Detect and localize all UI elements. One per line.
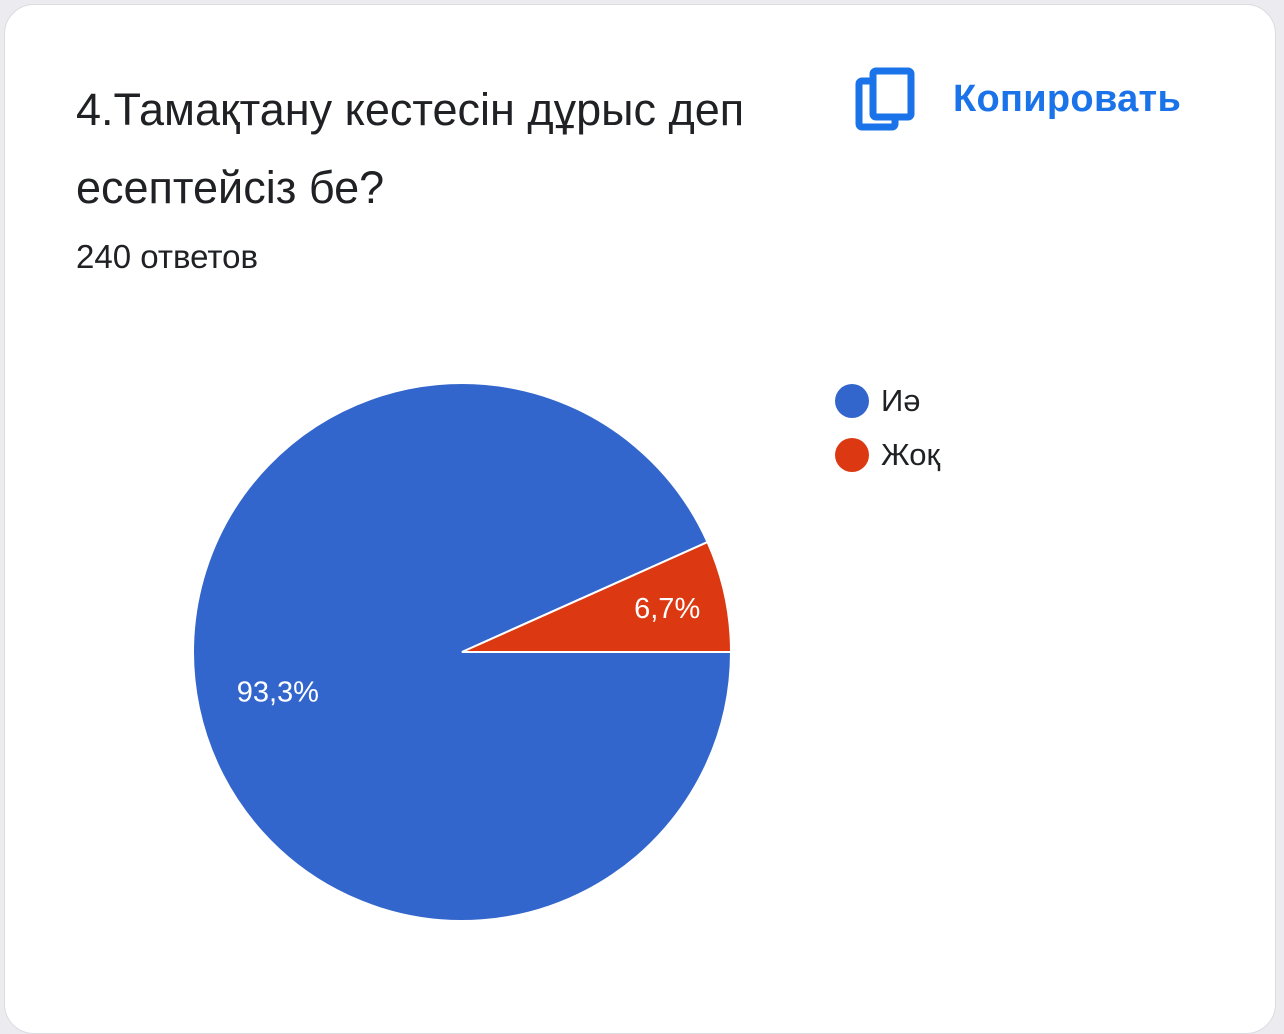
slice-value-label-1: 93,3% xyxy=(237,676,319,708)
legend-item-2: Жоқ xyxy=(835,428,940,482)
copy-icon xyxy=(855,67,915,131)
pie-chart: 93,3% 6,7% xyxy=(192,382,733,922)
response-count: 240 ответов xyxy=(76,238,259,275)
copy-chart-button[interactable]: Копировать xyxy=(855,61,1181,137)
copy-button-label: Копировать xyxy=(953,77,1182,120)
chart-legend: Иә Жоқ xyxy=(835,374,940,482)
legend-swatch xyxy=(835,384,869,418)
legend-label: Иә xyxy=(881,383,921,418)
legend-label: Жоқ xyxy=(881,437,941,472)
legend-swatch xyxy=(835,438,869,472)
question-title: 4.Тамақтану кестесін дұрыс деп есептейсі… xyxy=(76,84,745,213)
slice-value-label-2: 6,7% xyxy=(634,593,700,625)
pie-slice-2 xyxy=(461,540,733,653)
legend-item-1: Иә xyxy=(835,374,940,428)
question-card: 4.Тамақтану кестесін дұрыс деп есептейсі… xyxy=(4,4,1276,1034)
